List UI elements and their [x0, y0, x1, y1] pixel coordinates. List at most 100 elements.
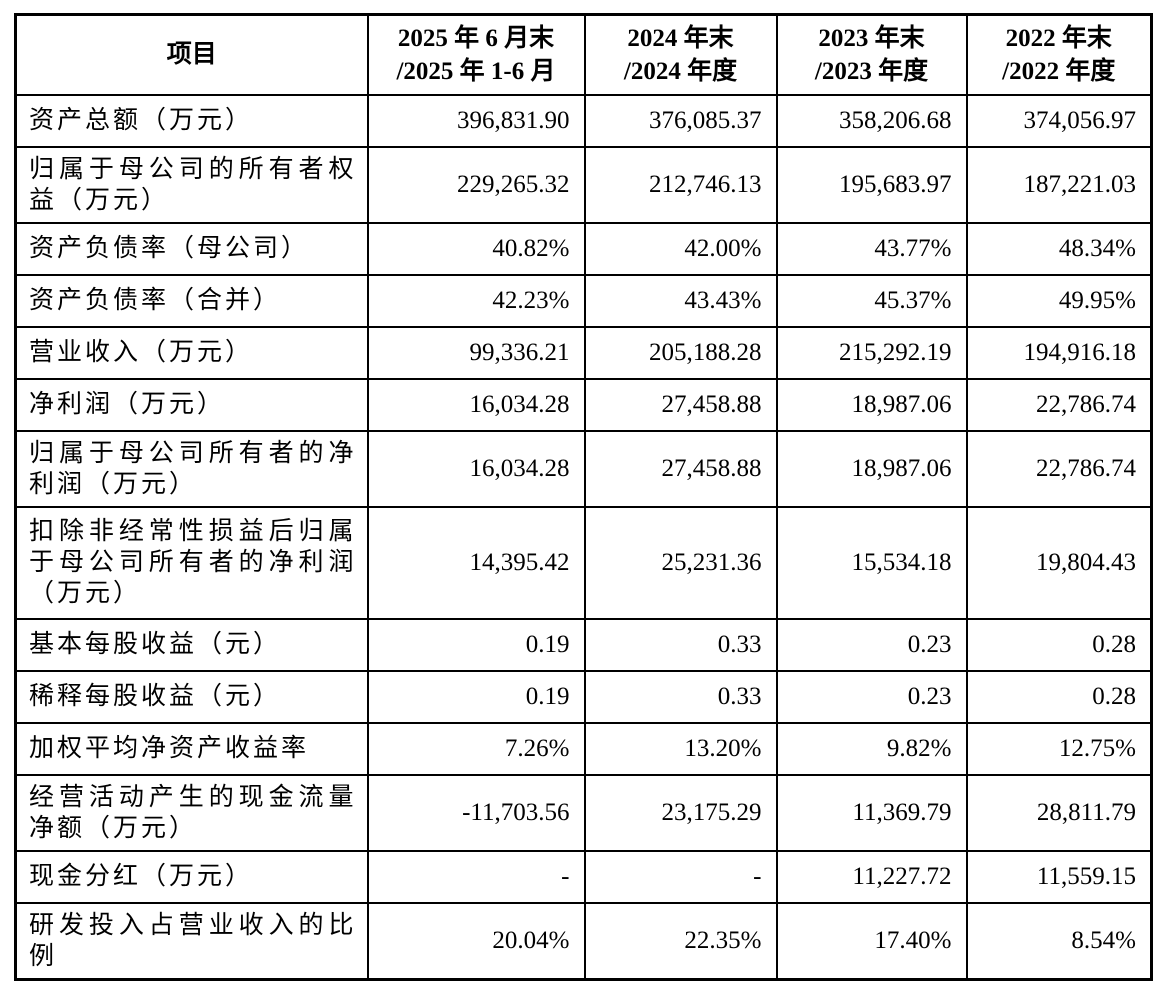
row-label: 归属于母公司的所有者权益（万元）	[14, 145, 369, 224]
cell-value: 376,085.37	[583, 93, 778, 148]
row-label: 归属于母公司所有者的净利润（万元）	[14, 429, 369, 508]
header-period-line: 2023 年末	[818, 24, 925, 52]
cell-value: 16,034.28	[366, 429, 586, 508]
cell-value: 42.00%	[583, 221, 778, 276]
table-header-row: 项目 2025 年 6 月末 /2025 年 1-6 月 2024 年末 /20…	[14, 13, 1153, 96]
header-period-line: 2024 年末	[627, 24, 734, 52]
cell-value: 15,534.18	[775, 505, 968, 620]
table-row: 现金分红（万元） - - 11,227.72 11,559.15	[14, 849, 1153, 904]
cell-value: 0.33	[583, 617, 778, 672]
cell-value: 9.82%	[775, 721, 968, 776]
cell-value: 0.23	[775, 669, 968, 724]
table-row: 经营活动产生的现金流量净额（万元） -11,703.56 23,175.29 1…	[14, 773, 1153, 852]
table-row: 归属于母公司所有者的净利润（万元） 16,034.28 27,458.88 18…	[14, 429, 1153, 508]
cell-value: 40.82%	[366, 221, 586, 276]
row-label: 净利润（万元）	[14, 377, 369, 432]
cell-value: 48.34%	[965, 221, 1153, 276]
cell-value: 16,034.28	[366, 377, 586, 432]
cell-value: 229,265.32	[366, 145, 586, 224]
cell-value: 22,786.74	[965, 429, 1153, 508]
cell-value: 49.95%	[965, 273, 1153, 328]
header-item-label: 项目	[166, 41, 217, 69]
cell-value: 12.75%	[965, 721, 1153, 776]
table-row: 归属于母公司的所有者权益（万元） 229,265.32 212,746.13 1…	[14, 145, 1153, 224]
cell-value: 25,231.36	[583, 505, 778, 620]
cell-value: -	[583, 849, 778, 904]
table-row: 资产负债率（合并） 42.23% 43.43% 45.37% 49.95%	[14, 273, 1153, 328]
cell-value: 0.28	[965, 617, 1153, 672]
table-row: 稀释每股收益（元） 0.19 0.33 0.23 0.28	[14, 669, 1153, 724]
table-row: 资产总额（万元） 396,831.90 376,085.37 358,206.6…	[14, 93, 1153, 148]
table-row: 加权平均净资产收益率 7.26% 13.20% 9.82% 12.75%	[14, 721, 1153, 776]
cell-value: -	[366, 849, 586, 904]
row-label: 营业收入（万元）	[14, 325, 369, 380]
row-label: 基本每股收益（元）	[14, 617, 369, 672]
cell-value: 0.28	[965, 669, 1153, 724]
cell-value: 0.19	[366, 617, 586, 672]
table-row: 营业收入（万元） 99,336.21 205,188.28 215,292.19…	[14, 325, 1153, 380]
cell-value: 19,804.43	[965, 505, 1153, 620]
header-cell-period-2025: 2025 年 6 月末 /2025 年 1-6 月	[366, 13, 586, 96]
cell-value: 8.54%	[965, 901, 1153, 980]
row-label: 稀释每股收益（元）	[14, 669, 369, 724]
cell-value: 205,188.28	[583, 325, 778, 380]
cell-value: 7.26%	[366, 721, 586, 776]
header-cell-period-2023: 2023 年末 /2023 年度	[775, 13, 968, 96]
header-period-line: /2024 年度	[623, 57, 738, 85]
row-label: 资产总额（万元）	[14, 93, 369, 148]
header-period-line: 2025 年 6 月末	[397, 24, 555, 52]
header-period-line: /2025 年 1-6 月	[396, 57, 556, 85]
cell-value: 396,831.90	[366, 93, 586, 148]
cell-value: 42.23%	[366, 273, 586, 328]
cell-value: 43.77%	[775, 221, 968, 276]
row-label: 加权平均净资产收益率	[14, 721, 369, 776]
header-cell-period-2022: 2022 年末 /2022 年度	[965, 13, 1153, 96]
table-row: 资产负债率（母公司） 40.82% 42.00% 43.77% 48.34%	[14, 221, 1153, 276]
header-period-line: /2023 年度	[814, 57, 929, 85]
row-label: 现金分红（万元）	[14, 849, 369, 904]
cell-value: 17.40%	[775, 901, 968, 980]
cell-value: 23,175.29	[583, 773, 778, 852]
cell-value: 11,369.79	[775, 773, 968, 852]
cell-value: 99,336.21	[366, 325, 586, 380]
cell-value: -11,703.56	[366, 773, 586, 852]
cell-value: 22,786.74	[965, 377, 1153, 432]
cell-value: 45.37%	[775, 273, 968, 328]
header-cell-item: 项目	[14, 13, 369, 96]
row-label: 资产负债率（合并）	[14, 273, 369, 328]
cell-value: 18,987.06	[775, 377, 968, 432]
cell-value: 27,458.88	[583, 429, 778, 508]
cell-value: 212,746.13	[583, 145, 778, 224]
cell-value: 13.20%	[583, 721, 778, 776]
row-label: 经营活动产生的现金流量净额（万元）	[14, 773, 369, 852]
cell-value: 20.04%	[366, 901, 586, 980]
cell-value: 22.35%	[583, 901, 778, 980]
cell-value: 43.43%	[583, 273, 778, 328]
table-row: 研发投入占营业收入的比例 20.04% 22.35% 17.40% 8.54%	[14, 901, 1153, 980]
cell-value: 14,395.42	[366, 505, 586, 620]
row-label: 研发投入占营业收入的比例	[14, 901, 369, 980]
cell-value: 215,292.19	[775, 325, 968, 380]
cell-value: 374,056.97	[965, 93, 1153, 148]
cell-value: 18,987.06	[775, 429, 968, 508]
header-cell-period-2024: 2024 年末 /2024 年度	[583, 13, 778, 96]
header-period-line: /2022 年度	[1002, 57, 1116, 85]
row-label: 扣除非经常性损益后归属于母公司所有者的净利润（万元）	[14, 505, 369, 620]
cell-value: 0.19	[366, 669, 586, 724]
cell-value: 27,458.88	[583, 377, 778, 432]
cell-value: 194,916.18	[965, 325, 1153, 380]
cell-value: 0.23	[775, 617, 968, 672]
cell-value: 11,559.15	[965, 849, 1153, 904]
row-label: 资产负债率（母公司）	[14, 221, 369, 276]
cell-value: 11,227.72	[775, 849, 968, 904]
table-row: 净利润（万元） 16,034.28 27,458.88 18,987.06 22…	[14, 377, 1153, 432]
cell-value: 28,811.79	[965, 773, 1153, 852]
cell-value: 0.33	[583, 669, 778, 724]
table-row: 基本每股收益（元） 0.19 0.33 0.23 0.28	[14, 617, 1153, 672]
cell-value: 195,683.97	[775, 145, 968, 224]
cell-value: 358,206.68	[775, 93, 968, 148]
table-row: 扣除非经常性损益后归属于母公司所有者的净利润（万元） 14,395.42 25,…	[14, 505, 1153, 620]
financial-indicators-table: 项目 2025 年 6 月末 /2025 年 1-6 月 2024 年末 /20…	[14, 13, 1153, 981]
header-period-line: 2022 年末	[1005, 24, 1112, 52]
